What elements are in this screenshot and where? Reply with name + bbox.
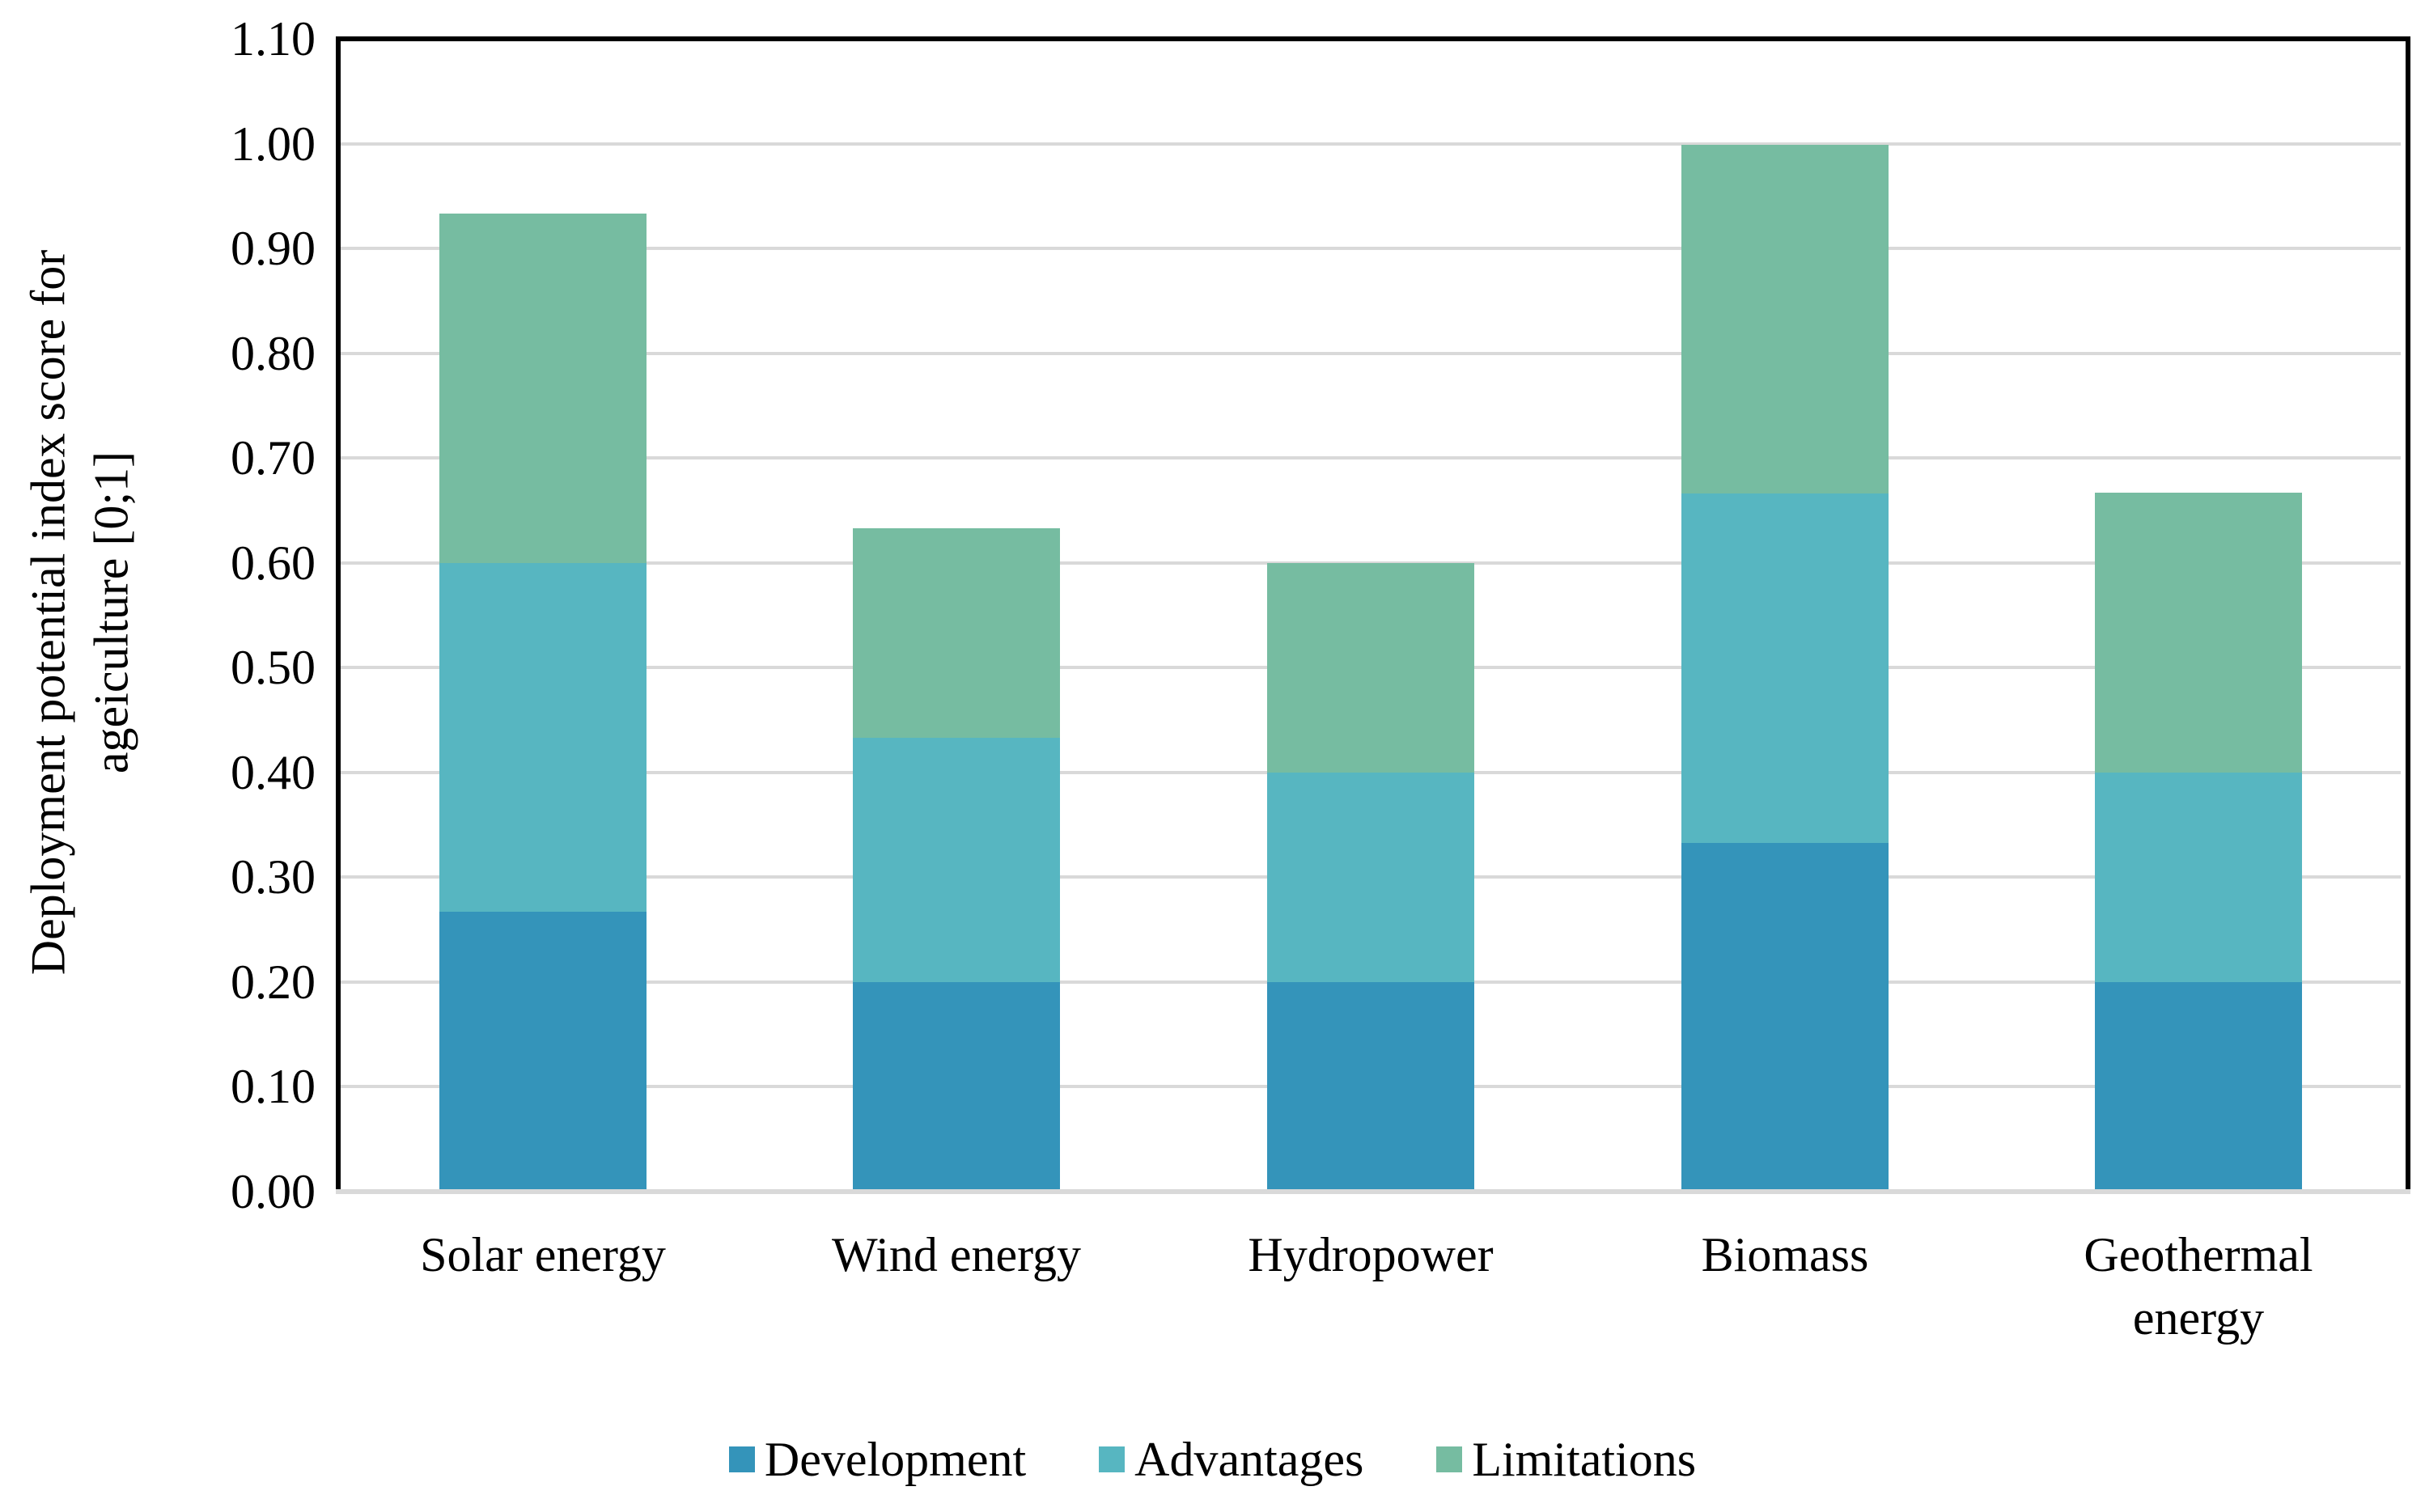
legend-label: Advantages — [1134, 1433, 1364, 1486]
bar-segment-limitations — [1267, 563, 1474, 773]
bar-segment-limitations — [439, 214, 647, 563]
plot-border-right — [2406, 36, 2410, 1194]
bar-segment-advantages — [1267, 773, 1474, 982]
category-label-solar-energy: Solar energy — [420, 1228, 666, 1281]
legend-item-limitations: Limitations — [1436, 1434, 1696, 1485]
bar-segment-development — [853, 982, 1060, 1189]
bar-segment-development — [2095, 982, 2302, 1189]
y-axis-title: Deployment potential index score for age… — [17, 36, 146, 1189]
bar-segment-development — [1267, 982, 1474, 1189]
gridline — [341, 247, 2401, 250]
y-tick-label: 0.20 — [231, 955, 316, 1009]
bar-segment-limitations — [853, 528, 1060, 738]
bar-segment-development — [439, 912, 647, 1189]
y-tick-label: 1.10 — [231, 12, 316, 66]
legend-item-development: Development — [728, 1433, 1027, 1486]
y-tick-label: 0.90 — [231, 222, 316, 275]
bar-segment-advantages — [439, 563, 647, 912]
category-label-hydropower: Hydropower — [1248, 1228, 1494, 1281]
plot-border-top — [336, 36, 2410, 41]
y-tick-label: 0.00 — [231, 1165, 316, 1218]
gridline — [341, 142, 2401, 146]
legend-item-advantages: Advantages — [1099, 1434, 1363, 1485]
legend-label: Development — [764, 1433, 1027, 1486]
y-axis-title-line1: Deployment potential index score for — [21, 249, 75, 976]
y-tick-label: 0.40 — [231, 746, 316, 799]
gridline — [341, 456, 2401, 460]
bar-segment-advantages — [1681, 493, 1889, 843]
y-tick-label: 1.00 — [231, 117, 316, 171]
y-tick-label: 0.30 — [231, 850, 316, 904]
y-tick-label: 0.50 — [231, 641, 316, 694]
x-axis-line — [336, 1189, 2410, 1194]
y-axis-title-line2: ageiculture [0;1] — [84, 451, 138, 774]
y-tick-label: 0.10 — [231, 1060, 316, 1113]
legend-label: Limitations — [1472, 1433, 1697, 1486]
gridline — [341, 352, 2401, 355]
y-tick-label: 0.60 — [231, 536, 316, 590]
bar-segment-limitations — [2095, 493, 2302, 773]
bar-segment-advantages — [2095, 773, 2302, 982]
legend-swatch-icon — [1436, 1446, 1463, 1472]
bar-segment-advantages — [853, 738, 1060, 982]
bar-segment-limitations — [1681, 145, 1889, 493]
y-tick-label: 0.80 — [231, 327, 316, 380]
category-label-geothermal-energy: Geothermal energy — [2084, 1228, 2313, 1345]
y-tick-label: 0.70 — [231, 431, 316, 485]
legend: Development Advantages Limitations — [0, 1434, 2425, 1485]
legend-swatch-icon — [728, 1446, 755, 1472]
legend-swatch-icon — [1099, 1446, 1126, 1472]
bar-segment-development — [1681, 843, 1889, 1189]
y-axis-line — [336, 36, 341, 1194]
category-label-wind-energy: Wind energy — [831, 1228, 1082, 1281]
category-label-biomass: Biomass — [1701, 1228, 1869, 1281]
